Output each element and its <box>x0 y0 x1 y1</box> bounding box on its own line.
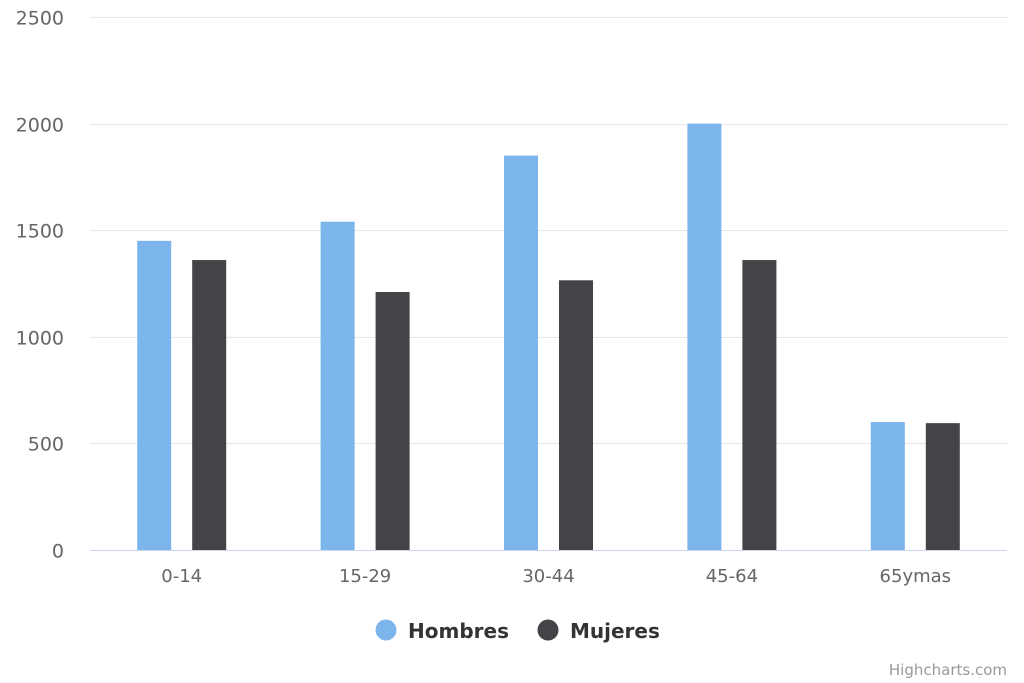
bars <box>137 123 960 551</box>
legend-item-mujeres[interactable]: Mujeres <box>537 619 660 643</box>
bar-mujeres-45-64[interactable] <box>742 260 777 550</box>
bar-mujeres-0-14[interactable] <box>192 260 227 550</box>
y-tick-label: 2000 <box>16 115 64 137</box>
x-tick-label: 45-64 <box>706 566 758 587</box>
credits-link[interactable]: Highcharts.com <box>889 661 1007 679</box>
y-tick-label: 2500 <box>16 8 64 30</box>
x-tick-label: 15-29 <box>339 566 391 587</box>
legend-label: Hombres <box>408 619 509 643</box>
legend-marker <box>537 619 559 641</box>
x-tick-label: 0-14 <box>161 566 202 587</box>
bar-hombres-65ymas[interactable] <box>870 422 905 550</box>
x-tick-label: 65ymas <box>880 566 952 587</box>
grid-lines <box>90 17 1007 444</box>
legend-item-hombres[interactable]: Hombres <box>375 619 509 643</box>
y-tick-label: 0 <box>52 541 64 563</box>
x-tick-label: 30-44 <box>522 566 574 587</box>
bar-mujeres-65ymas[interactable] <box>925 423 960 550</box>
y-tick-label: 500 <box>28 434 64 456</box>
bar-hombres-0-14[interactable] <box>137 240 172 551</box>
bar-hombres-45-64[interactable] <box>687 123 722 550</box>
bar-mujeres-15-29[interactable] <box>375 292 410 550</box>
y-tick-label: 1000 <box>16 328 64 350</box>
legend-marker <box>375 619 397 641</box>
x-axis-labels: 0-14 15-29 30-44 45-64 65ymas <box>161 566 951 587</box>
bar-hombres-15-29[interactable] <box>320 221 355 550</box>
legend: Hombres Mujeres <box>375 619 660 643</box>
y-axis-labels: 0 500 1000 1500 2000 2500 <box>16 8 64 563</box>
y-tick-label: 1500 <box>16 221 64 243</box>
bar-mujeres-30-44[interactable] <box>559 280 593 550</box>
bar-hombres-30-44[interactable] <box>504 155 538 550</box>
legend-label: Mujeres <box>570 619 660 643</box>
